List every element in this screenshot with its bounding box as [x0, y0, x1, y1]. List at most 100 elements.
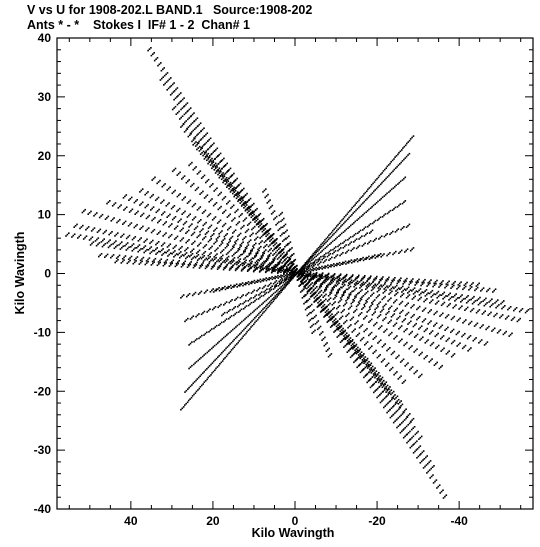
uv-point [303, 281, 306, 284]
uv-point [272, 259, 275, 262]
uv-point [343, 240, 346, 243]
uv-point [367, 363, 369, 366]
uv-point [450, 342, 453, 345]
uv-point [152, 177, 155, 180]
uv-point [84, 236, 86, 239]
uv-point [362, 307, 365, 309]
uv-point [377, 295, 379, 298]
x-tick-label: -20 [368, 514, 386, 528]
uv-point [293, 272, 296, 275]
uv-point [368, 334, 370, 337]
uv-point [370, 377, 372, 380]
uv-point [241, 337, 243, 339]
uv-point [136, 256, 139, 258]
uv-point [323, 243, 326, 245]
uv-point [356, 219, 358, 221]
uv-point [149, 242, 151, 245]
uv-point [228, 188, 230, 190]
uv-point [196, 338, 198, 340]
uv-point [248, 252, 251, 255]
uv-point [304, 301, 307, 304]
uv-point [373, 369, 375, 371]
uv-point [382, 398, 384, 401]
uv-point [68, 232, 70, 234]
uv-point [175, 237, 177, 239]
uv-point [232, 340, 234, 343]
uv-point [244, 194, 247, 197]
uv-point [355, 296, 357, 298]
uv-point [508, 307, 511, 309]
uv-point [461, 305, 463, 307]
uv-point [312, 267, 315, 270]
uv-point [174, 265, 177, 268]
uv-point [206, 258, 209, 261]
uv-point [209, 146, 211, 149]
y-axis-label: Kilo Wavingth [13, 232, 27, 315]
uv-point [279, 235, 282, 237]
uv-point [255, 263, 258, 265]
uv-point [418, 289, 420, 292]
uv-point [350, 259, 353, 261]
uv-point [109, 245, 111, 247]
uv-point [206, 378, 208, 381]
uv-point [121, 258, 124, 260]
uv-point [345, 302, 348, 304]
uv-point [206, 331, 208, 334]
uv-point [185, 129, 187, 132]
uv-point [301, 282, 303, 285]
uv-point [157, 261, 160, 263]
uv-point [164, 222, 166, 225]
uv-point [281, 289, 283, 292]
uv-point [313, 251, 316, 253]
uv-point [136, 223, 138, 226]
uv-point [173, 217, 175, 219]
uv-point [315, 282, 317, 284]
uv-point [234, 217, 236, 219]
uv-point [243, 237, 246, 239]
uv-point [116, 221, 118, 224]
uv-point [375, 202, 378, 204]
uv-point [181, 295, 184, 298]
uv-point [489, 299, 492, 302]
uv-point [199, 122, 202, 124]
uv-point [267, 302, 270, 305]
uv-point [339, 220, 342, 223]
uv-point [338, 235, 340, 237]
uv-point [401, 294, 403, 296]
uv-point [205, 141, 208, 144]
uv-point [326, 274, 329, 276]
uv-point [253, 289, 256, 292]
uv-point [347, 244, 350, 246]
uv-point [314, 292, 316, 294]
uv-point [209, 308, 211, 310]
uv-point [194, 362, 196, 364]
uv-point [370, 362, 373, 365]
uv-point [387, 402, 389, 404]
uv-point [378, 328, 380, 330]
uv-point [281, 249, 283, 251]
uv-point [237, 250, 239, 252]
uv-point [271, 260, 273, 263]
uv-point [180, 251, 182, 253]
uv-point [343, 335, 345, 337]
uv-point [308, 272, 310, 275]
uv-point [301, 289, 303, 292]
uv-point [219, 169, 222, 171]
uv-point [228, 214, 230, 217]
uv-point [345, 244, 347, 246]
uv-point [256, 223, 258, 225]
uv-point [240, 308, 243, 311]
uv-point [161, 77, 163, 80]
uv-point [288, 280, 290, 283]
uv-point [319, 267, 322, 269]
uv-point [260, 227, 262, 230]
uv-point [292, 273, 295, 276]
uv-point [401, 422, 403, 424]
uv-point [164, 183, 166, 185]
uv-point [342, 217, 345, 220]
uv-point [235, 283, 238, 285]
uv-point [214, 289, 216, 292]
uv-point [179, 193, 181, 195]
uv-point [400, 375, 402, 377]
uv-point [120, 236, 122, 238]
